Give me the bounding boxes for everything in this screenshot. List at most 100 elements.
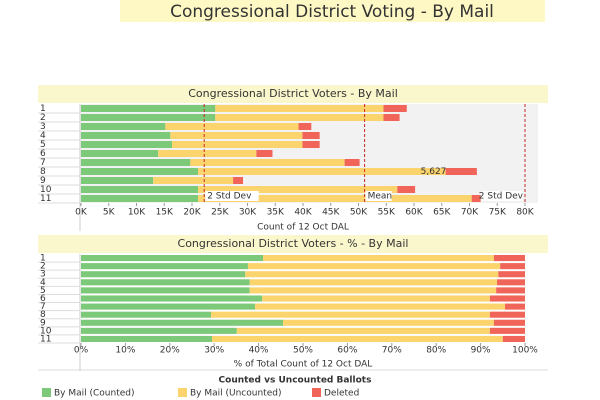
chart-title: Congressional District Voters - By Mail [188, 87, 398, 100]
bar-segment [198, 195, 472, 202]
x-tick-label: 80K [516, 208, 534, 218]
bar-segment [81, 287, 250, 294]
bar-segment [497, 279, 525, 286]
row-label: 8 [40, 167, 46, 177]
x-tick-label: 30K [239, 208, 257, 218]
bar-segment [489, 327, 525, 334]
bar-segment [81, 303, 256, 310]
bar-segment [198, 186, 398, 193]
bar-segment [247, 263, 501, 270]
bar-segment [81, 255, 264, 262]
bar-segment [215, 105, 384, 112]
chart-header [38, 85, 548, 103]
bar-segment [236, 327, 490, 334]
x-tick-label: 55K [378, 208, 396, 218]
bar-segment [263, 255, 494, 262]
bar-segment [498, 271, 525, 278]
bar-segment [198, 168, 446, 175]
row-label: 2 [40, 113, 46, 123]
x-axis-title: Count of 12 Oct DAL [257, 223, 349, 233]
row-label: 4 [40, 278, 46, 288]
bar-segment [81, 141, 173, 148]
bar-segment [397, 186, 416, 193]
bar-segment [81, 295, 263, 302]
row-label: 1 [40, 104, 46, 114]
bar-segment [81, 186, 199, 193]
bar-segment [262, 295, 490, 302]
x-tick-label: 0% [74, 346, 89, 356]
chart-title: Congressional District Voters - % - By M… [178, 237, 409, 250]
bar-segment [302, 141, 320, 148]
x-tick-label: 40K [294, 208, 312, 218]
x-tick-label: 50% [293, 346, 313, 356]
x-tick-label: 25K [211, 208, 229, 218]
row-label: 5 [40, 286, 46, 296]
x-tick-label: 40% [249, 346, 269, 356]
bar-segment [170, 132, 303, 139]
bar-segment [81, 279, 250, 286]
x-tick-label: 45K [322, 208, 340, 218]
bar-segment [245, 271, 499, 278]
row-label: 4 [40, 131, 46, 141]
x-axis-title: % of Total Count of 12 Oct DAL [234, 360, 373, 370]
row-label: 11 [40, 334, 51, 344]
bar-segment [383, 105, 407, 112]
chart-header [38, 235, 548, 253]
bar-segment [249, 279, 498, 286]
row-label: 10 [40, 326, 52, 336]
row-label: 9 [40, 318, 46, 328]
x-tick-label: 90% [471, 346, 491, 356]
x-tick-label: 65K [433, 208, 451, 218]
bar-segment [153, 177, 234, 184]
row-label: 6 [40, 149, 46, 159]
x-tick-label: 10K [128, 208, 146, 218]
bar-segment [165, 123, 299, 130]
row-label: 2 [40, 262, 46, 272]
legend-label: By Mail (Uncounted) [190, 389, 281, 399]
x-tick-label: 80% [426, 346, 446, 356]
bar-segment [172, 141, 303, 148]
legend-title: Counted vs Uncounted Ballots [219, 376, 372, 386]
legend-label: By Mail (Counted) [54, 389, 135, 399]
bar-segment [496, 287, 525, 294]
bar-segment [81, 159, 191, 166]
bar-segment [471, 195, 481, 202]
bar-segment [489, 311, 525, 318]
title-band [120, 0, 545, 22]
data-label: 5,627 [421, 167, 447, 177]
bar-segment [81, 195, 199, 202]
bar-segment [502, 335, 525, 342]
reference-label: Mean [368, 192, 393, 202]
reference-label-bg [365, 191, 392, 201]
row-label: 5 [40, 140, 46, 150]
reference-label-bg [481, 191, 523, 201]
x-tick-label: 30% [204, 346, 224, 356]
row-label: 3 [40, 270, 46, 280]
x-tick-label: 70K [461, 208, 479, 218]
dashboard-title: Congressional District Voting - By Mail [170, 2, 494, 22]
bar-segment [81, 311, 212, 318]
bar-segment [298, 123, 312, 130]
bar-segment [249, 287, 497, 294]
bar-segment [489, 295, 525, 302]
bar-segment [344, 159, 360, 166]
row-label: 3 [40, 122, 46, 132]
row-label: 9 [40, 176, 46, 186]
x-tick-label: 60% [337, 346, 357, 356]
bar-segment [302, 132, 320, 139]
bar-segment [81, 150, 159, 157]
bar-segment [158, 150, 257, 157]
legend-swatch [178, 388, 187, 397]
row-label: 8 [40, 310, 46, 320]
x-tick-label: 60K [405, 208, 423, 218]
x-tick-label: 35K [267, 208, 285, 218]
x-tick-label: 10% [115, 346, 135, 356]
bar-segment [81, 123, 166, 130]
bar-segment [500, 263, 525, 270]
bar-segment [256, 150, 273, 157]
row-label: 11 [40, 194, 51, 204]
bar-segment [81, 132, 171, 139]
bar-segment [81, 335, 212, 342]
